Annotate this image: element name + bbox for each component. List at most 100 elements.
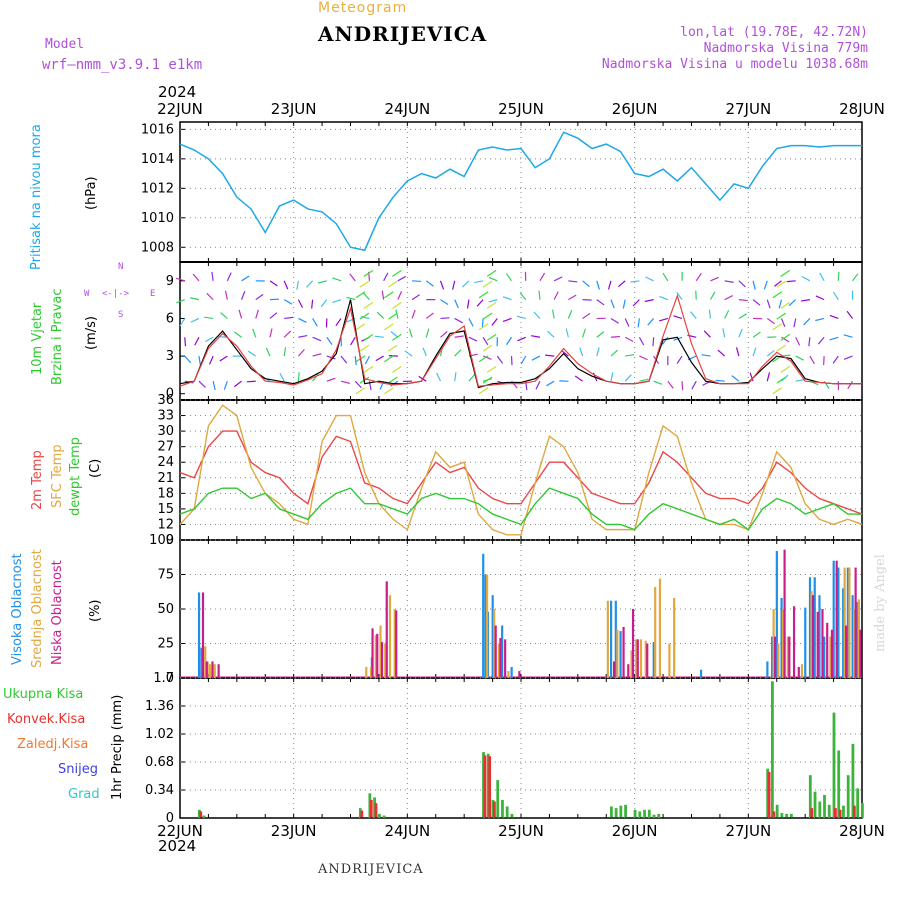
wind-barb	[538, 290, 541, 300]
wind-barb	[255, 309, 259, 319]
compass-w: W	[84, 289, 90, 299]
wind-barb	[381, 290, 385, 300]
wind-barb	[752, 347, 757, 357]
wind-barb	[350, 336, 356, 346]
wind-barb	[439, 280, 445, 290]
wind-barb	[596, 280, 600, 290]
cloud-low-bar	[385, 581, 388, 678]
wind-barb	[766, 299, 771, 309]
wind-barb	[246, 380, 256, 383]
precip-total-bar	[851, 743, 855, 818]
precip-total-bar	[775, 804, 779, 818]
wind-barb	[392, 365, 402, 373]
wind-barb	[354, 356, 357, 366]
wind-barb	[691, 380, 697, 390]
wind-barb	[234, 331, 242, 338]
wind-barb	[780, 318, 786, 328]
wind-barb	[411, 294, 420, 301]
legend-total-rain: Ukupna Kisa	[3, 687, 84, 702]
cloud-low-bar	[636, 639, 639, 678]
x-tick-label-bottom: 28JUN	[839, 822, 885, 840]
wind-barb	[454, 317, 463, 324]
wind-barb	[551, 309, 555, 319]
wind-barb	[204, 336, 214, 343]
precip-conv-bar	[493, 801, 496, 818]
wind-barb	[568, 294, 577, 301]
wind-barb	[296, 280, 299, 290]
precip-total-bar	[643, 809, 646, 818]
precip-total-bar	[496, 780, 500, 818]
wind-barb	[340, 380, 350, 384]
cloud-mid-bar	[616, 629, 619, 678]
wind-barb	[468, 336, 478, 342]
wind-barb	[466, 299, 470, 309]
precip-total-bar	[624, 804, 627, 818]
wind-barb	[652, 337, 655, 347]
wind-barb	[312, 353, 322, 357]
cloud-low-bar	[774, 636, 777, 678]
cloud-mid-bar	[853, 609, 856, 678]
precip-total-bar	[373, 797, 376, 818]
wind-barb	[738, 313, 747, 319]
precip-conv-bar	[483, 755, 487, 818]
wind-barb	[176, 299, 185, 304]
wind-barb	[846, 310, 854, 319]
wind-barb	[306, 280, 314, 288]
precip-conv-bar	[852, 805, 856, 818]
cloud-high-bar	[813, 577, 816, 678]
cloud-mid-bar	[772, 609, 775, 678]
wind-barb	[701, 354, 711, 357]
cloud-low-bar	[826, 622, 829, 678]
precip-conv-bar	[199, 811, 203, 818]
wind-compass: N S W E <-|->	[82, 262, 162, 326]
wind-barb	[462, 280, 470, 288]
wind-barb	[659, 295, 669, 301]
precip-total-bar	[358, 808, 362, 818]
wind-barb	[776, 344, 787, 352]
x-tick-label-bottom: 27JUN	[725, 822, 771, 840]
cloud-high-bar	[823, 636, 826, 678]
wind-barb	[392, 333, 402, 341]
cloud-low-bar	[201, 592, 205, 678]
wind-barb	[486, 269, 497, 277]
wind-barb	[645, 276, 654, 282]
wind-barb	[284, 316, 294, 320]
wind-barb	[496, 355, 504, 364]
cloud-high-bar	[609, 600, 613, 678]
cloud-high-bar	[837, 567, 840, 678]
wind-barb	[710, 276, 719, 282]
cloud-high-bar	[491, 595, 494, 678]
x-tick-label-bottom: 26JUN	[612, 822, 658, 840]
wind-barb	[388, 376, 398, 384]
wind-barb	[808, 337, 811, 347]
cloud-mid-bar	[393, 609, 396, 678]
y-tick-label-wind: 3	[166, 349, 174, 364]
wind-barb	[397, 291, 403, 300]
wind-barb	[724, 295, 733, 301]
cloud-low-bar	[845, 625, 848, 678]
cloud-mid-bar	[493, 609, 496, 678]
cloud-mid-bar	[829, 636, 832, 678]
wind-barb	[817, 336, 825, 345]
wind-barb	[332, 299, 342, 303]
cloud-high-bar	[804, 607, 807, 678]
wind-barb	[363, 365, 374, 373]
wind-barb	[703, 330, 711, 338]
compass-e: E	[150, 289, 156, 299]
x-tick-label-bottom: 24JUN	[384, 822, 430, 840]
wind-barb	[297, 299, 304, 308]
wind-barb	[610, 335, 621, 338]
wind-barb	[211, 271, 214, 281]
wind-barb	[738, 280, 746, 288]
wind-barb	[298, 334, 308, 338]
wind-barb	[618, 280, 626, 288]
wind-barb	[476, 299, 484, 307]
wind-barb	[411, 309, 416, 319]
wind-barb	[766, 317, 775, 325]
cloud-low-bar	[518, 671, 521, 678]
wind-barb	[795, 337, 801, 346]
wind-barb	[454, 372, 457, 382]
y-tick-label-cloud: 25	[157, 637, 174, 652]
wind-barb	[535, 380, 541, 390]
